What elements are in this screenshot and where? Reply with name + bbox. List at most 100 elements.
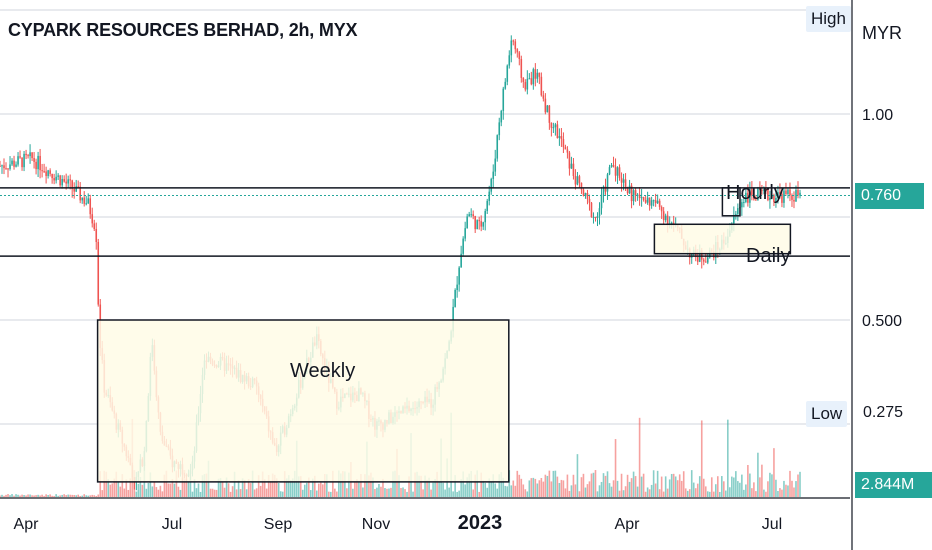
candle-body (777, 192, 779, 198)
volume-bar (582, 473, 585, 497)
volume-bar (725, 490, 727, 497)
volume-bar (448, 487, 450, 497)
candle-body (700, 250, 703, 260)
volume-bar (53, 495, 55, 497)
candle-body (492, 171, 495, 179)
volume-bar (664, 476, 667, 497)
volume-bar (424, 475, 426, 497)
x-tick-label: Nov (362, 516, 390, 533)
volume-bar (638, 417, 641, 497)
volume-bar (267, 475, 270, 497)
candle-body (642, 197, 645, 200)
candle-body (594, 217, 597, 219)
volume-bar (340, 473, 342, 497)
volume-bar (31, 495, 33, 497)
candle-body (702, 259, 705, 262)
volume-bar (305, 482, 308, 497)
candle-body (799, 192, 801, 196)
candle-body (622, 179, 625, 183)
volume-bar (550, 481, 553, 497)
candle-body (55, 176, 57, 181)
volume-bar (209, 488, 212, 497)
volume-bar (45, 494, 47, 497)
volume-bar (544, 474, 547, 497)
volume-bar (69, 494, 71, 497)
candle-body (580, 182, 583, 190)
volume-bar (777, 490, 779, 497)
volume-bar (388, 488, 390, 497)
volume-bar (789, 470, 791, 497)
candle-body (566, 149, 569, 153)
volume-bar (219, 478, 222, 497)
volume-bar (257, 475, 260, 497)
volume-bar (203, 474, 206, 497)
volume-bar (283, 471, 286, 497)
volume-bar (654, 483, 657, 497)
volume-bar (630, 478, 633, 497)
volume-bar (775, 479, 777, 497)
volume-bar (552, 470, 555, 497)
candle-body (582, 189, 585, 196)
volume-bar (313, 475, 316, 497)
volume-bar (576, 454, 579, 497)
volume-bar (159, 485, 162, 497)
candle-body (751, 188, 753, 196)
volume-bar (753, 482, 755, 497)
volume-bar (432, 482, 434, 497)
candle-body (47, 170, 49, 177)
candle-body (618, 167, 621, 178)
volume-bar (632, 471, 635, 497)
volume-bar (504, 485, 507, 497)
candle-body (494, 158, 497, 172)
x-tick-label: Jul (762, 516, 782, 533)
volume-bar (79, 495, 82, 497)
candle-body (480, 221, 483, 227)
candle-body (79, 186, 82, 201)
candle-body (510, 40, 513, 56)
candle-body (470, 214, 472, 216)
candle-body (763, 189, 765, 191)
volume-bar (496, 488, 499, 497)
candle-body (785, 190, 787, 194)
volume-bar (727, 419, 729, 497)
volume-bar (420, 475, 422, 497)
volume-bar (787, 485, 789, 497)
volume-bar (342, 471, 344, 497)
candle-body (747, 192, 749, 203)
volume-bar (442, 482, 444, 497)
candle-body (512, 40, 515, 42)
candle-body (795, 189, 797, 202)
volume-bar (336, 491, 338, 497)
volume-bar (243, 479, 246, 497)
volume-bar (704, 486, 707, 497)
volume-bar (596, 491, 599, 497)
candle-body (514, 41, 517, 50)
candle-body (652, 200, 655, 202)
volume-bar (797, 474, 799, 497)
volume-bar (147, 482, 150, 497)
volume-bar (482, 480, 485, 497)
volume-bar (700, 420, 703, 497)
candle-body (658, 200, 661, 208)
candle-body (71, 180, 73, 189)
candle-body (779, 192, 781, 194)
volume-bar (492, 474, 495, 497)
volume-bar (23, 495, 25, 497)
volume-bar (39, 495, 41, 497)
volume-bar (332, 470, 334, 497)
zones: Weekly Daily Hourly (96, 182, 792, 483)
volume-bar (273, 474, 276, 497)
volume-bar (608, 483, 611, 497)
candle-body (656, 200, 659, 204)
volume-bar (486, 487, 489, 497)
volume-bars (0, 412, 801, 497)
candle-body (664, 215, 667, 221)
candle-body (706, 257, 709, 263)
volume-bar (484, 482, 487, 497)
high-label: High (806, 6, 851, 32)
candle-body (11, 160, 13, 165)
volume-bar (263, 479, 266, 497)
candle-body (83, 197, 86, 204)
volume-bar (580, 477, 583, 497)
